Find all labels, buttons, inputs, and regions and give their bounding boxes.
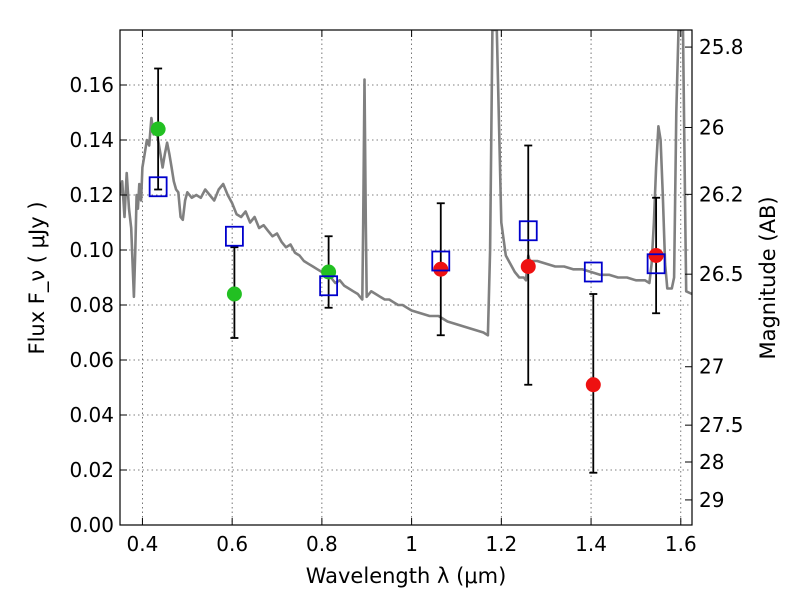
y-tick-label: 0.08: [69, 293, 114, 317]
y-axis-label: Flux F_ν ( μJy ): [25, 201, 50, 354]
right-tick-labels: 25.8 26 26.2 26.5 27 27.5 28 29: [699, 35, 744, 512]
red-point: [585, 377, 601, 393]
right-tick-label: 27.5: [699, 413, 744, 437]
marker-layer: [148, 121, 666, 393]
box-point: [518, 220, 538, 242]
box-point: [319, 275, 339, 297]
x-tick-label: 1: [405, 532, 418, 556]
box-point: [431, 250, 451, 272]
model-spectrum-line: [120, 30, 692, 337]
model-spectrum-layer: [120, 30, 692, 337]
box-point: [646, 253, 666, 275]
x-tick-label: 0.8: [306, 532, 338, 556]
grid: [120, 30, 692, 525]
x-tick-label: 0.6: [216, 532, 248, 556]
green-point: [226, 286, 242, 302]
x-tick-label: 1.4: [575, 532, 607, 556]
box-point: [224, 225, 244, 247]
y-tick-label: 0.14: [69, 128, 114, 152]
y-tick-label: 0.16: [69, 73, 114, 97]
plot-frame: [119, 29, 693, 526]
right-tick-label: 27: [699, 355, 724, 379]
x-tick-labels: 0.4 0.6 0.8 1 1.2 1.4 1.6: [127, 532, 697, 556]
y-tick-labels: 0.00 0.02 0.04 0.06 0.08 0.10 0.12 0.14 0.16: [69, 73, 114, 537]
red-point: [520, 259, 536, 274]
tick-layer: [120, 30, 692, 526]
right-tick-label: 29: [699, 488, 724, 512]
red-point: [648, 248, 664, 263]
y-tick-label: 0.00: [69, 513, 114, 537]
y-tick-label: 0.10: [69, 238, 114, 262]
right-axis-label: Magnitude (AB): [756, 196, 780, 359]
right-tick-label: 26.2: [699, 182, 744, 206]
x-tick-label: 1.6: [665, 532, 697, 556]
y-tick-label: 0.02: [69, 458, 114, 482]
right-tick-label: 28: [699, 450, 724, 474]
x-tick-label: 0.4: [127, 532, 159, 556]
red-point: [433, 261, 449, 277]
right-tick-label: 26.5: [699, 262, 744, 286]
y-tick-label: 0.04: [69, 403, 114, 427]
x-axis-label: Wavelength λ (μm): [306, 564, 507, 588]
y-tick-label: 0.12: [69, 183, 114, 207]
right-tick-label: 25.8: [699, 35, 744, 59]
right-tick-label: 26: [699, 115, 724, 139]
green-point: [321, 264, 337, 280]
y-tick-label: 0.06: [69, 348, 114, 372]
green-point: [150, 121, 166, 137]
x-tick-label: 1.2: [485, 532, 517, 556]
box-point: [583, 261, 603, 283]
box-point: [148, 176, 168, 198]
